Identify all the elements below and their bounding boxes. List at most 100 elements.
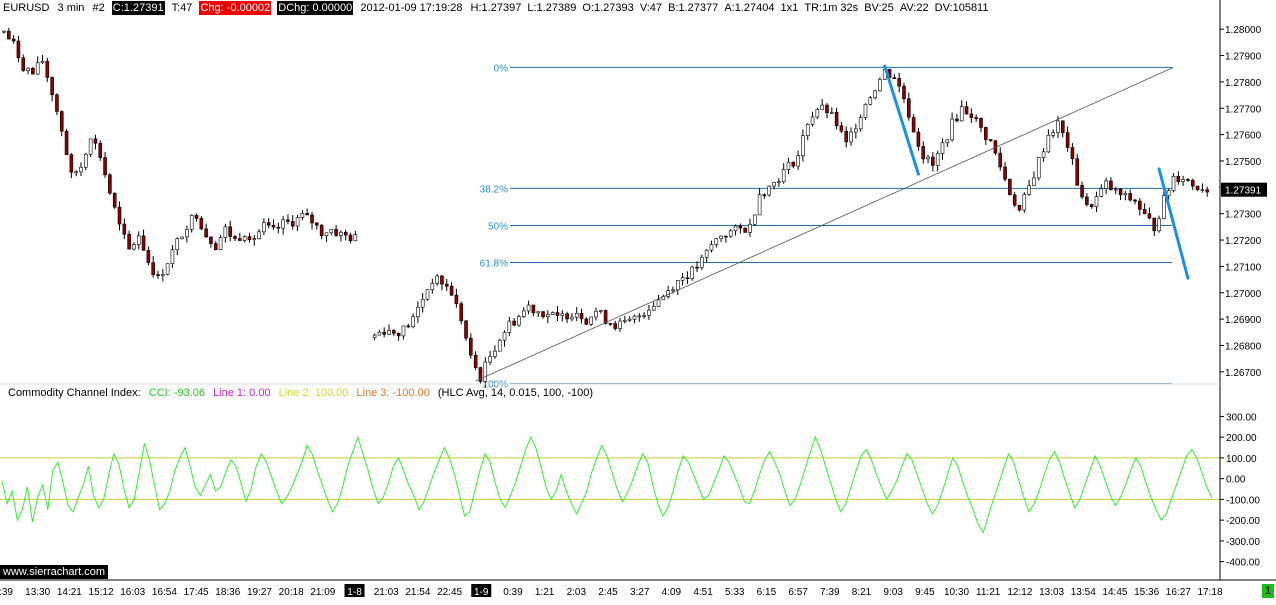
x-tick-label: 9:03 (883, 587, 903, 598)
cci-value: CCI: -93.06 (148, 387, 205, 399)
candle-body (603, 310, 608, 324)
candle-body (738, 225, 743, 229)
candle-body (1128, 193, 1132, 201)
candle-body (185, 228, 189, 238)
x-tick-label: 8:21 (852, 587, 872, 598)
candle-body (1186, 179, 1190, 181)
candle-body (377, 331, 382, 336)
price-y-tick-label: 1.26700 (1225, 368, 1262, 379)
fib-level-label: 38.2% (480, 184, 508, 195)
candle-body (132, 244, 136, 250)
candle-body (45, 61, 50, 78)
candle-body (555, 312, 560, 316)
candle-body (473, 354, 478, 368)
ask-value: A:1.27404 (724, 2, 775, 14)
trendline (475, 67, 1174, 382)
candle-body (1104, 180, 1108, 190)
fib-level-label: 100% (482, 380, 508, 391)
candle-body (266, 222, 271, 226)
candle-body (286, 219, 290, 222)
candle-body (969, 113, 974, 118)
candle-body (1133, 199, 1137, 202)
candle-body (594, 310, 598, 318)
candle-body (911, 116, 916, 133)
candle-body (695, 266, 699, 269)
cci-y-tick-label: -300.00 (1226, 537, 1260, 548)
x-tick-label: 15:36 (1134, 587, 1159, 598)
candle-body (218, 237, 223, 250)
x-tick-label: 19:27 (247, 587, 272, 598)
candle-body (372, 334, 377, 338)
candle-body (64, 130, 69, 155)
x-tick-label: 1-9 (474, 587, 489, 598)
candle-body (488, 356, 492, 363)
cci-y-tick-label: 300.00 (1226, 412, 1257, 423)
price-y-tick-label: 1.27300 (1225, 210, 1262, 221)
trend-arrow (1157, 167, 1190, 280)
candle-body (478, 367, 483, 382)
candle-body (401, 325, 406, 337)
status-box[interactable]: 1 (1262, 584, 1274, 598)
candle-body (536, 311, 541, 314)
candle-body (849, 131, 853, 143)
candle-body (103, 157, 107, 176)
candle-body (79, 166, 83, 173)
candle-body (772, 182, 776, 187)
price-y-tick-label: 1.28000 (1225, 25, 1262, 36)
candle-body (392, 330, 396, 334)
candle-body (146, 250, 151, 263)
daily-volume-value: DV:105811 (934, 2, 989, 14)
candle-body (868, 97, 873, 105)
candle-body (935, 153, 940, 166)
x-tick-label: 4:51 (693, 587, 713, 598)
time-remaining-value: TR:1m 32s (804, 2, 859, 14)
x-tick-label: 13:30 (25, 587, 50, 598)
candle-body (459, 303, 464, 322)
cci-line3: Line 3: -100.00 (356, 387, 430, 399)
candle-body (1008, 178, 1012, 196)
candle-body (786, 161, 791, 170)
cci-study-name: Commodity Channel Index: (8, 387, 141, 399)
candle-body (757, 194, 762, 216)
candle-body (709, 244, 714, 251)
candle-body (574, 313, 579, 318)
candle-body (161, 273, 165, 276)
candle-body (1061, 120, 1065, 133)
candle-body (74, 171, 78, 174)
candle-body (805, 123, 810, 137)
candle-body (483, 361, 488, 382)
candle-body (906, 98, 911, 118)
candle-body (685, 277, 690, 279)
price-y-tick-label: 1.27600 (1225, 131, 1262, 142)
candle-body (931, 156, 935, 166)
candle-body (1022, 194, 1027, 211)
x-tick-label: 15:12 (89, 587, 114, 598)
candle-body (122, 223, 127, 235)
candle-body (902, 85, 906, 100)
datetime-value: 2012-01-09 17:19:28 (360, 2, 463, 14)
candle-body (315, 222, 319, 226)
x-tick-label: :39 (0, 587, 13, 598)
cci-series-line (1, 435, 1213, 534)
candle-body (1113, 188, 1118, 191)
candle-body (151, 262, 155, 275)
x-tick-label: 6:57 (788, 587, 808, 598)
candle-body (2, 30, 6, 33)
candle-body (1118, 188, 1123, 196)
x-tick-label: 13:54 (1071, 587, 1096, 598)
candle-body (541, 311, 545, 318)
candle-body (213, 243, 218, 250)
candle-body (339, 231, 343, 236)
candle-body (35, 62, 40, 75)
candle-body (430, 283, 435, 291)
candle-body (854, 128, 858, 133)
candle-body (295, 217, 300, 227)
candle-body (675, 280, 680, 291)
candle-body (257, 231, 261, 239)
candle-body (1051, 132, 1055, 136)
candle-body (348, 234, 353, 242)
price-y-tick-label: 1.26900 (1225, 315, 1262, 326)
